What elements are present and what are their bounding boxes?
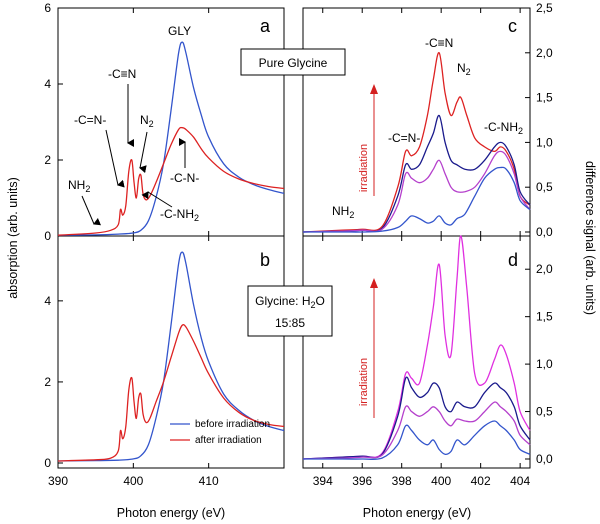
annotation-cnh2-a: -C-NH2 (160, 207, 199, 223)
x-tick-label-d-0: 394 (313, 474, 333, 488)
panel-label-c: c (508, 16, 517, 36)
series-c-blue (302, 166, 531, 233)
y-tick-label-b-2: 4 (44, 294, 51, 308)
irradiation-label-d: irradiation (358, 358, 370, 406)
y-tick-label-c-2: 1,0 (536, 135, 553, 149)
x-tick-label-d-5: 404 (510, 474, 530, 488)
box-glycine-water-line1: Glycine: H2O (255, 294, 325, 310)
x-tick-label-d-3: 400 (431, 474, 451, 488)
x-tick-label-d-1: 396 (352, 474, 372, 488)
y-tick-label-d-2: 1,0 (536, 357, 553, 371)
panel-d-frame (302, 235, 531, 469)
annotation-n2-c: N2 (457, 61, 471, 77)
x-tick-label-d-2: 398 (392, 474, 412, 488)
series-d-blue (303, 420, 531, 460)
y-tick-label-a-1: 2 (44, 153, 51, 167)
legend-b: before irradiation after irradiation (170, 419, 270, 446)
arrow-nh2-a (81, 195, 102, 226)
x-tick-label-b-2: 410 (199, 474, 219, 488)
irradiation-arrowhead-c (370, 84, 378, 94)
arrow-cnh2-a (141, 191, 173, 208)
series-layer (57, 41, 531, 462)
box-pure-glycine-text: Pure Glycine (259, 56, 328, 70)
y-tick-label-c-1: 0,5 (536, 180, 553, 194)
series-d-violet (302, 401, 531, 460)
panel-label-b: b (260, 250, 270, 270)
series-d-magenta (302, 235, 531, 460)
series-b-after-irradiation (57, 324, 285, 462)
y-tick-label-a-2: 4 (44, 77, 51, 91)
x-tick-label-b-1: 400 (123, 474, 143, 488)
annotation-nh2-c: NH2 (332, 204, 354, 220)
panel-label-a: a (260, 16, 271, 36)
arrow-n2-a (139, 131, 148, 174)
series-d-navy (302, 376, 531, 460)
box-pure-glycine (240, 48, 346, 76)
y-tick-label-b-0: 0 (44, 456, 51, 470)
y-tick-label-b-1: 2 (44, 375, 51, 389)
x-tick-label-d-4: 402 (471, 474, 491, 488)
annotation-cnh2-c: -C-NH2 (484, 120, 523, 136)
annotation-cn-double-c: -C=N- (388, 131, 420, 145)
ticks-layer: 0 2 4 6 390 400 410 0 2 4 0,0 0,5 1,0 1,5 2,0 2,5 394 396… (44, 1, 553, 488)
y-axis-title-left: absorption (arb. units) (6, 177, 20, 299)
panel-label-d: d (508, 250, 518, 270)
box-glycine-water (247, 285, 333, 337)
panel-b-frame (57, 235, 285, 469)
series-c-navy (302, 114, 531, 233)
y-tick-label-c-0: 0,0 (536, 225, 553, 239)
series-c-violet (302, 150, 531, 233)
annotation-n2-a: N2 (140, 113, 154, 129)
box-glycine-water-line2: 15:85 (275, 316, 305, 330)
annotation-nh2-a: NH2 (68, 178, 90, 194)
irradiation-label-c: irradiation (358, 144, 370, 192)
annotation-cn-single-a: -C-N- (170, 171, 199, 185)
series-a-before-irradiation (57, 41, 285, 236)
arrow-cn-double-a (105, 129, 125, 188)
y-tick-label-d-1: 0,5 (536, 405, 553, 419)
y-tick-label-c-5: 2,5 (536, 1, 553, 15)
x-tick-label-b-0: 390 (48, 474, 68, 488)
annotation-cn-double-a: -C=N- (74, 113, 106, 127)
y-tick-label-a-3: 6 (44, 1, 51, 15)
x-axis-title-right: Photon energy (eV) (363, 506, 471, 520)
annotation-cn-triple-a: -C≡N (108, 67, 136, 81)
annotation-cn-triple-c: -C≡N (425, 36, 453, 50)
legend-label-after: after irradiation (195, 435, 262, 446)
y-tick-label-d-0: 0,0 (536, 452, 553, 466)
x-axis-title-left: Photon energy (eV) (117, 506, 225, 520)
legend-label-before: before irradiation (195, 419, 270, 430)
y-tick-label-a-0: 0 (44, 229, 51, 243)
irradiation-arrowhead-d (370, 278, 378, 288)
y-tick-label-d-4: 2,0 (536, 262, 553, 276)
y-tick-label-d-3: 1,5 (536, 310, 553, 324)
y-axis-title-right: difference signal (arb. units) (583, 161, 597, 315)
y-tick-label-c-4: 2,0 (536, 46, 553, 60)
series-b-before-irradiation (57, 251, 285, 462)
series-c-red (302, 52, 531, 233)
y-tick-label-c-3: 1,5 (536, 91, 553, 105)
annotation-gly: GLY (168, 24, 191, 38)
